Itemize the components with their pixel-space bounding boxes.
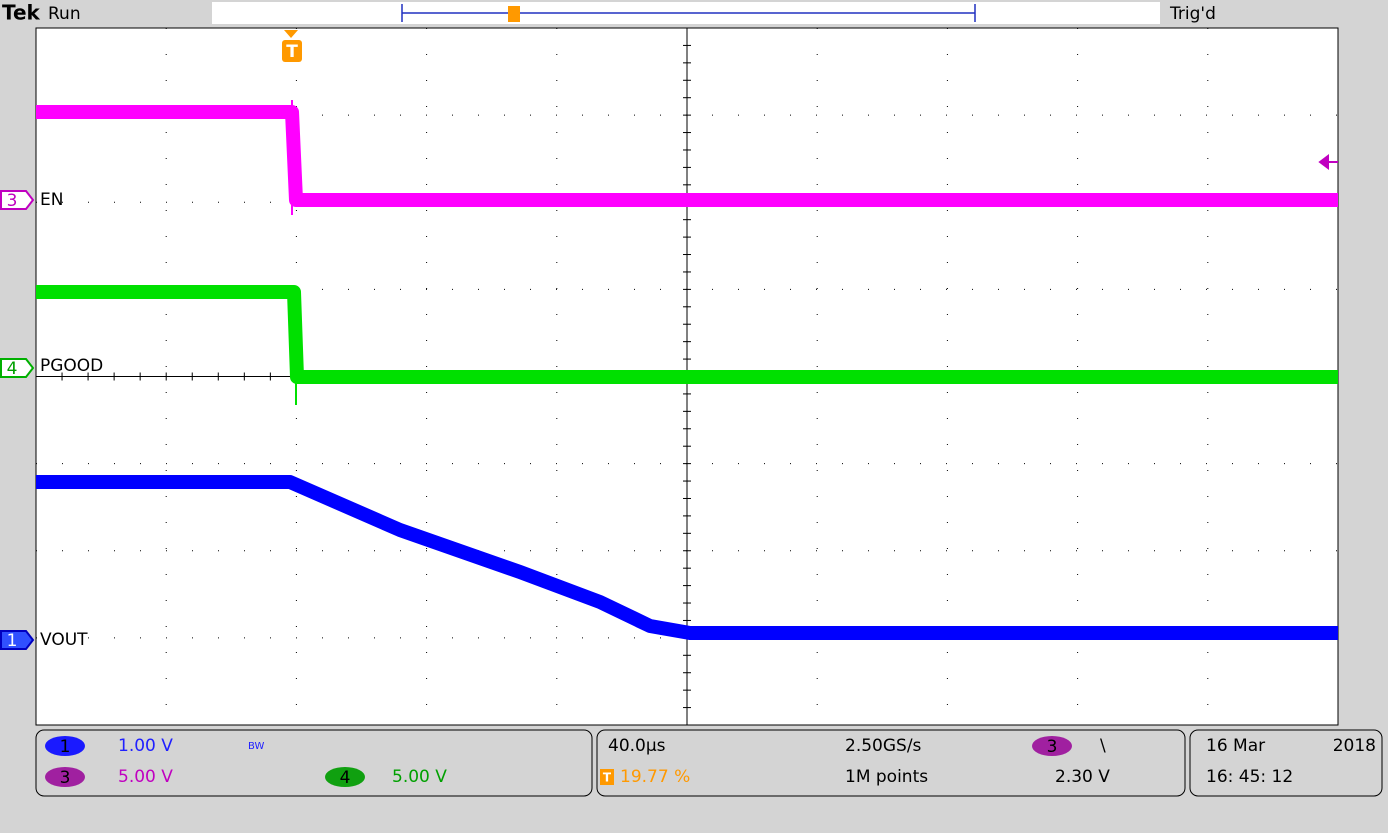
datetime-panel xyxy=(1189,729,1383,797)
badge-text: 3 xyxy=(60,768,71,788)
channel-number: 1 xyxy=(7,631,18,651)
channel-panel xyxy=(35,729,593,797)
channel-number: 4 xyxy=(7,359,18,379)
ch4-scale: 5.00 V xyxy=(392,767,447,787)
channel-number: 3 xyxy=(7,191,18,211)
trace-vout xyxy=(36,475,1338,640)
badge-trigger-source xyxy=(1032,736,1072,756)
bandwidth-limit: BW xyxy=(248,741,265,752)
channel-marker: 3 EN xyxy=(0,190,63,211)
year: 2018 xyxy=(1333,736,1376,756)
trigger-level: 2.30 V xyxy=(1055,767,1110,787)
badge-text: 3 xyxy=(1047,737,1058,757)
badge-ch4 xyxy=(325,767,365,787)
timebase-panel xyxy=(596,729,1186,797)
ch3-scale: 5.00 V xyxy=(118,767,173,787)
trace-label: VOUT xyxy=(40,630,88,650)
run-state: Run xyxy=(48,4,81,24)
badge-ch1 xyxy=(45,736,85,756)
trigger-position-marker xyxy=(508,6,520,22)
trigger-icon: T xyxy=(603,771,612,785)
trigger-status: Trig'd xyxy=(1169,4,1216,24)
trigger-slope: \ xyxy=(1100,736,1106,756)
record-window xyxy=(401,4,976,22)
trace-label: PGOOD xyxy=(40,356,103,376)
trigger-badge xyxy=(282,40,302,62)
trace-label: EN xyxy=(40,190,63,210)
trigger-position: 19.77 % xyxy=(620,767,690,787)
date: 16 Mar xyxy=(1206,736,1265,756)
sample-rate: 2.50GS/s xyxy=(845,736,922,756)
channel-marker: 4 PGOOD xyxy=(0,356,103,379)
badge-text: 1 xyxy=(60,737,71,757)
time: 16: 45: 12 xyxy=(1206,767,1293,787)
badge-text: 4 xyxy=(340,768,351,788)
trigger-level-marker xyxy=(1318,154,1338,170)
trigger-marker: T xyxy=(286,42,298,62)
trigger-icon-bg xyxy=(600,769,614,785)
channel-marker: 1 VOUT xyxy=(0,630,88,651)
horizontal-scale: 40.0µs xyxy=(608,736,666,756)
trace-en xyxy=(36,105,1338,207)
trigger-arrow xyxy=(284,30,298,38)
ch1-scale: 1.00 V xyxy=(118,736,173,756)
brand: Tek xyxy=(2,1,41,25)
badge-ch3 xyxy=(45,767,85,787)
record-length: 1M points xyxy=(845,767,928,787)
